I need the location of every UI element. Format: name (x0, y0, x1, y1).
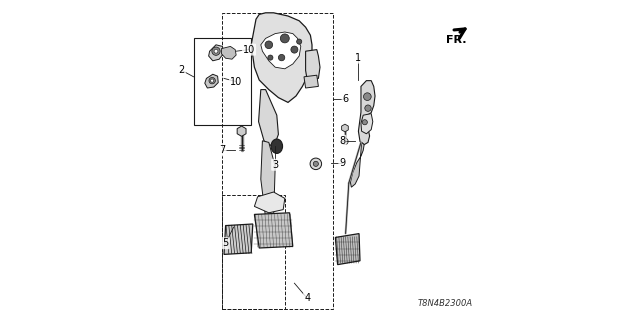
Circle shape (209, 77, 215, 84)
Text: 10: 10 (243, 44, 255, 55)
Circle shape (314, 161, 319, 166)
Polygon shape (205, 74, 218, 88)
Bar (223, 13, 333, 309)
Circle shape (212, 47, 220, 55)
Circle shape (297, 39, 302, 44)
Polygon shape (304, 75, 319, 88)
Circle shape (278, 54, 285, 61)
Polygon shape (254, 192, 285, 213)
Polygon shape (209, 45, 224, 61)
Polygon shape (351, 142, 364, 187)
Text: 2: 2 (179, 65, 185, 76)
Circle shape (365, 105, 371, 111)
Circle shape (280, 34, 289, 43)
Text: 7: 7 (220, 145, 225, 156)
Bar (223, 195, 285, 309)
Circle shape (291, 46, 298, 53)
Polygon shape (221, 46, 236, 59)
Circle shape (342, 138, 348, 145)
Polygon shape (224, 224, 253, 254)
Text: 9: 9 (339, 158, 346, 168)
Polygon shape (306, 50, 320, 80)
Circle shape (268, 55, 273, 60)
Text: 1: 1 (355, 52, 362, 63)
Circle shape (211, 79, 214, 82)
Polygon shape (254, 213, 292, 248)
Polygon shape (361, 114, 372, 134)
Circle shape (265, 41, 273, 49)
Text: T8N4B2300A: T8N4B2300A (417, 299, 472, 308)
Circle shape (362, 120, 367, 125)
Ellipse shape (271, 139, 283, 153)
Text: 5: 5 (223, 238, 228, 248)
Polygon shape (251, 13, 312, 102)
Polygon shape (261, 141, 275, 218)
Text: 4: 4 (304, 293, 310, 303)
Text: 8: 8 (339, 136, 346, 146)
Polygon shape (335, 234, 360, 265)
Text: 3: 3 (272, 160, 278, 170)
Text: FR.: FR. (447, 35, 467, 45)
Text: 10: 10 (230, 76, 243, 87)
Text: 6: 6 (342, 94, 349, 104)
Bar (193, 38, 251, 125)
Circle shape (364, 93, 371, 100)
Circle shape (214, 49, 218, 53)
Polygon shape (259, 90, 278, 147)
Polygon shape (358, 81, 375, 145)
Polygon shape (261, 32, 301, 69)
Circle shape (310, 158, 322, 170)
